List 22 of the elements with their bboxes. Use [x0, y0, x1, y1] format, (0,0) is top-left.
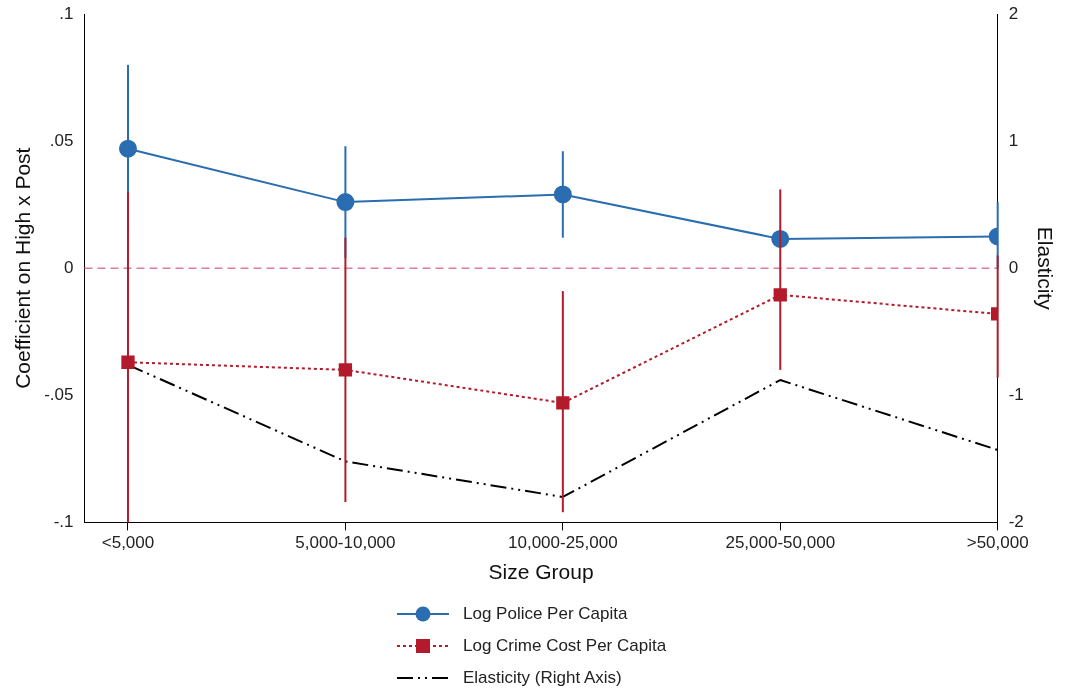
- y-tick-label: .05: [49, 130, 74, 150]
- legend-label: Elasticity (Right Axis): [463, 668, 622, 688]
- y-tick-label: .1: [59, 3, 74, 23]
- y2-tick-label: 2: [1008, 3, 1019, 23]
- legend-label: Log Crime Cost Per Capita: [463, 636, 667, 656]
- y-tick-label: -.1: [53, 512, 74, 532]
- legend-label: Log Police Per Capita: [463, 604, 628, 624]
- x-axis-title: Size Group: [488, 560, 594, 584]
- y2-tick-label: 1: [1008, 130, 1019, 150]
- y2-axis-title: Elasticity: [1033, 226, 1057, 311]
- y-axis-title: Coefficient on High x Post: [11, 147, 35, 389]
- x-tick-label: <5,000: [101, 533, 155, 553]
- y-tick-label: -.05: [44, 384, 74, 404]
- x-tick-label: 5,000-10,000: [295, 533, 396, 553]
- x-tick-label: >50,000: [966, 533, 1029, 553]
- x-tick-label: 25,000-50,000: [725, 533, 836, 553]
- y2-tick-label: -1: [1008, 384, 1024, 404]
- point: [121, 355, 135, 369]
- y2-tick-label: -2: [1008, 512, 1024, 532]
- y2-tick-label: 0: [1008, 257, 1019, 277]
- x-tick-label: 10,000-25,000: [508, 533, 618, 553]
- y-tick-label: 0: [64, 257, 74, 277]
